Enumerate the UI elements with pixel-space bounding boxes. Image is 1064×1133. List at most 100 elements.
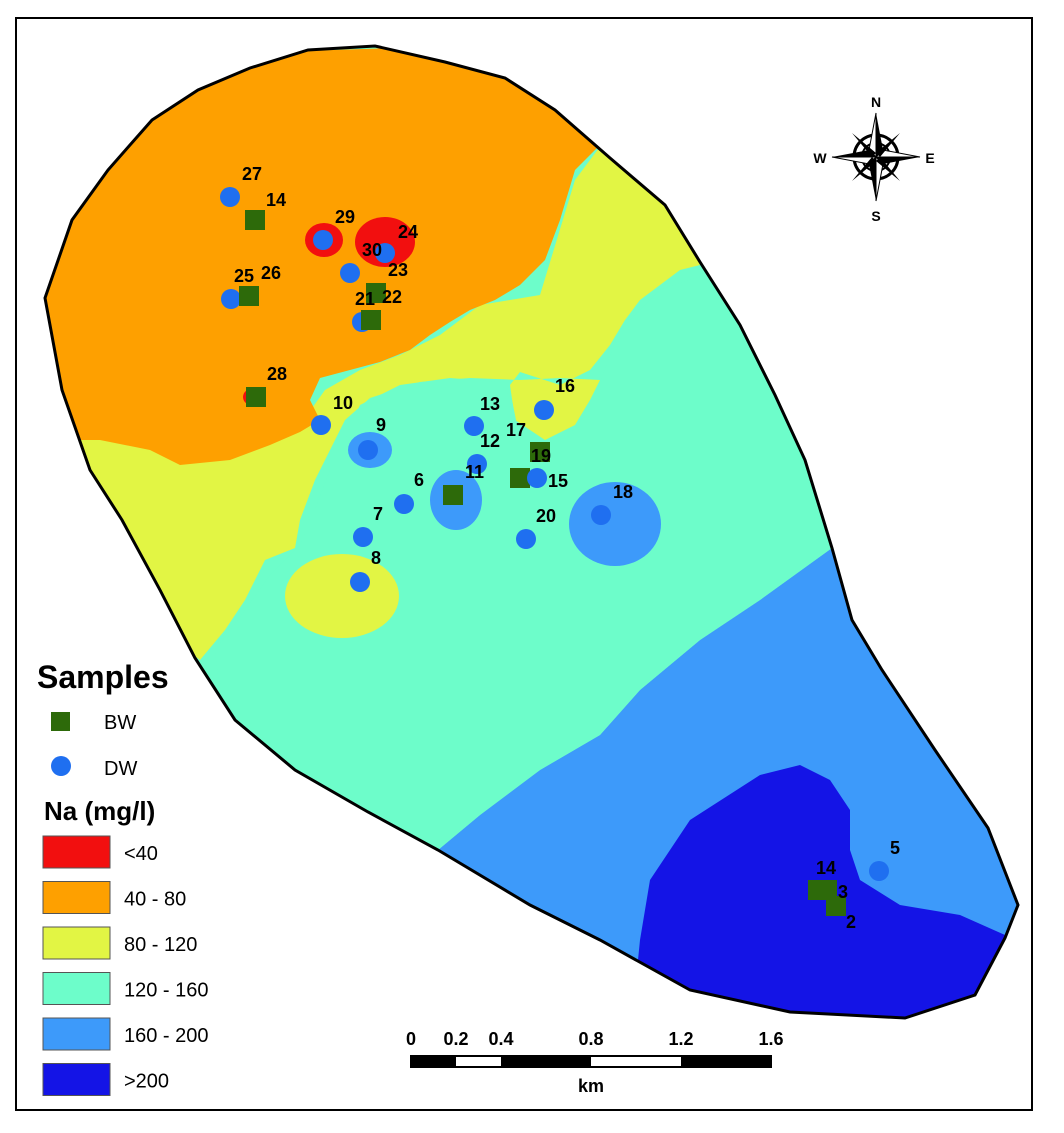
dw-sample-marker[interactable] xyxy=(869,861,889,881)
sample-id-label: 15 xyxy=(548,471,568,491)
legend-na-title: Na (mg/l) xyxy=(44,796,155,826)
legend-dw-label: DW xyxy=(104,758,137,780)
zone-80-120-island xyxy=(285,554,399,638)
sample-id-label: 14 xyxy=(266,190,286,210)
scale-tick-label: 0.2 xyxy=(443,1029,468,1049)
dw-sample-marker[interactable] xyxy=(516,529,536,549)
dw-sample-marker[interactable] xyxy=(358,440,378,460)
dw-sample-marker[interactable] xyxy=(467,454,487,474)
zone-160-200-pocket-18 xyxy=(569,482,661,566)
legend-samples-title: Samples xyxy=(37,659,169,695)
sample-id-label: 17 xyxy=(506,420,526,440)
scale-tick-label: 0 xyxy=(406,1029,416,1049)
legend-class-label: >200 xyxy=(124,1071,169,1093)
legend-dw-symbol xyxy=(51,756,71,776)
map-frame xyxy=(15,17,1033,1111)
sample-id-label: 27 xyxy=(242,164,262,184)
bw-sample-marker[interactable] xyxy=(510,468,530,488)
scale-unit-label: km xyxy=(578,1076,604,1096)
zone-lt-40-pocket-24 xyxy=(355,217,415,267)
legend-class-swatch xyxy=(42,926,111,960)
sample-id-label: 8 xyxy=(371,548,381,568)
dw-sample-marker[interactable] xyxy=(220,187,240,207)
dw-sample-marker[interactable] xyxy=(353,527,373,547)
sample-id-label: 12 xyxy=(480,431,500,451)
scale-tick-label: 1.6 xyxy=(758,1029,783,1049)
sample-id-label: 22 xyxy=(382,287,402,307)
sample-id-label: 29 xyxy=(335,207,355,227)
scale-tick-label: 0.4 xyxy=(488,1029,513,1049)
dw-sample-marker[interactable] xyxy=(340,263,360,283)
legend-class-swatch xyxy=(42,835,111,869)
legend-classes: <40 40 - 80 80 - 120 120 - 160 160 - 200 >200 xyxy=(42,835,209,1096)
sample-id-label: 2 xyxy=(846,912,856,932)
dw-sample-marker[interactable] xyxy=(350,572,370,592)
dw-sample-marker[interactable] xyxy=(375,243,395,263)
legend: Samples BW DW Na (mg/l) <40 40 - 80 80 - 1… xyxy=(37,659,209,1096)
dw-sample-marker[interactable] xyxy=(534,400,554,420)
dw-sample-marker[interactable] xyxy=(464,416,484,436)
sample-id-label: 18 xyxy=(613,482,633,502)
sample-id-label: 19 xyxy=(531,446,551,466)
compass-north-label: N xyxy=(871,94,881,110)
compass-south-label: S xyxy=(871,208,880,224)
compass-west-label: W xyxy=(813,150,827,166)
bw-sample-marker[interactable] xyxy=(366,283,386,303)
sample-id-label: 6 xyxy=(414,470,424,490)
legend-class-swatch xyxy=(42,1017,111,1051)
sample-id-label: 10 xyxy=(333,393,353,413)
legend-class-label: <40 xyxy=(124,843,158,865)
legend-class-swatch xyxy=(42,881,111,914)
sample-id-label: 23 xyxy=(388,260,408,280)
sample-id-label: 14 xyxy=(816,858,836,878)
sample-id-label: 7 xyxy=(373,504,383,524)
sample-id-label: 28 xyxy=(267,364,287,384)
scale-tick-label: 0.8 xyxy=(578,1029,603,1049)
bw-sample-marker[interactable] xyxy=(246,387,266,407)
legend-bw-label: BW xyxy=(104,712,136,734)
scale-bar: 0 0.2 0.4 0.8 1.2 1.6 km xyxy=(406,1029,784,1096)
legend-bw-symbol xyxy=(51,712,70,731)
dw-sample-marker[interactable] xyxy=(313,230,333,250)
bw-sample-marker[interactable] xyxy=(530,442,550,462)
bw-sample-marker[interactable] xyxy=(239,286,259,306)
scale-tick-label: 1.2 xyxy=(668,1029,693,1049)
bw-sample-marker[interactable] xyxy=(245,210,265,230)
dw-sample-marker[interactable] xyxy=(394,494,414,514)
scale-tick-labels: 0 0.2 0.4 0.8 1.2 1.6 xyxy=(406,1029,784,1049)
compass-east-label: E xyxy=(925,150,934,166)
bw-sample-marker[interactable] xyxy=(826,896,846,916)
sample-id-label: 16 xyxy=(555,376,575,396)
sample-id-label: 20 xyxy=(536,506,556,526)
study-area-boundary xyxy=(43,44,1020,1020)
sample-id-label: 3 xyxy=(838,882,848,902)
sample-id-label: 30 xyxy=(362,240,382,260)
dw-sample-marker[interactable] xyxy=(591,505,611,525)
dw-sample-marker[interactable] xyxy=(527,468,547,488)
dw-sample-marker[interactable] xyxy=(311,415,331,435)
sample-id-label: 13 xyxy=(480,394,500,414)
sample-id-label: 26 xyxy=(261,263,281,283)
legend-class-label: 120 - 160 xyxy=(124,980,209,1002)
legend-class-label: 160 - 200 xyxy=(124,1025,209,1047)
zone-120-160-notch xyxy=(215,270,832,850)
dw-sample-marker[interactable] xyxy=(221,289,241,309)
sample-id-label: 11 xyxy=(465,462,484,482)
zone-80-120 xyxy=(45,140,700,660)
compass-rose: N S E W xyxy=(813,94,934,224)
sample-id-label: 24 xyxy=(398,222,418,242)
bw-sample-marker[interactable] xyxy=(443,485,463,505)
sample-id-label: 9 xyxy=(376,415,386,435)
sample-id-label: 21 xyxy=(355,289,375,309)
sample-id-label: 5 xyxy=(890,838,900,858)
bw-sample-marker[interactable] xyxy=(361,310,381,330)
legend-class-swatch xyxy=(42,1063,111,1096)
legend-class-label: 40 - 80 xyxy=(124,889,186,911)
legend-class-label: 80 - 120 xyxy=(124,934,197,956)
legend-class-swatch xyxy=(42,972,111,1005)
sample-id-label: 25 xyxy=(234,266,254,286)
bw-sample-marker[interactable] xyxy=(817,880,837,900)
